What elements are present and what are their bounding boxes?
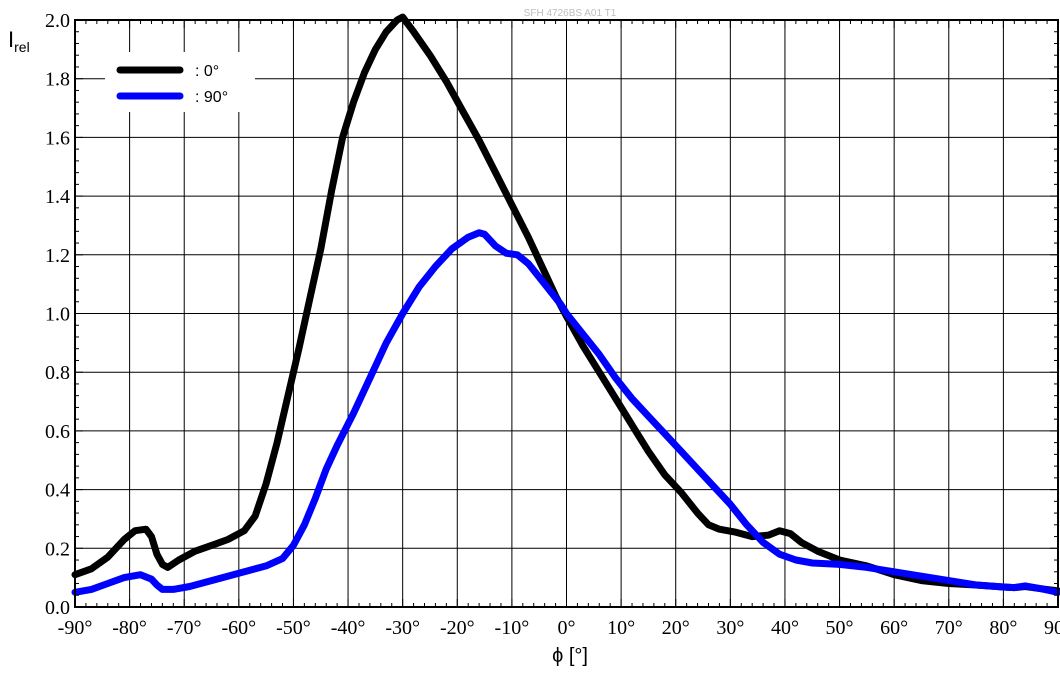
x-tick-label: -50°	[276, 617, 311, 639]
y-axis-title-sub: rel	[14, 39, 30, 55]
x-tick-label: 30°	[716, 617, 744, 639]
y-tick-label: 0.4	[45, 480, 70, 502]
legend-label: : 0°	[195, 63, 219, 80]
x-tick-label: -90°	[58, 617, 93, 639]
ticks	[74, 19, 1059, 608]
x-tick-label: -40°	[331, 617, 366, 639]
legend: : 0° : 90°	[105, 52, 255, 112]
y-tick-label: 1.0	[45, 304, 70, 326]
y-tick-label: 2.0	[45, 10, 70, 32]
legend-label: : 90°	[195, 89, 228, 106]
series-layer	[71, 13, 1060, 596]
y-tick-label: 0.0	[45, 597, 70, 619]
series-line-90deg	[71, 229, 1060, 596]
x-tick-label: -30°	[385, 617, 420, 639]
y-tick-label: 0.8	[45, 362, 70, 384]
x-tick-label: -20°	[440, 617, 475, 639]
chart-title: SFH 4726BS A01 T1	[524, 8, 617, 19]
y-tick-label: 1.6	[45, 127, 70, 149]
x-tick-label: 20°	[662, 617, 690, 639]
y-tick-label: 1.8	[45, 69, 70, 91]
y-axis-title-main: I	[8, 27, 14, 52]
tick-labels: -90° -80° -70° -60° -50° -40° -30° -20° -10° 0° 10…	[45, 10, 1060, 639]
x-tick-label: 90°	[1044, 617, 1060, 639]
x-tick-label: 40°	[771, 617, 799, 639]
x-tick-label: 50°	[826, 617, 854, 639]
x-tick-label: -70°	[167, 617, 202, 639]
series-line-0deg	[71, 13, 1060, 595]
x-axis-title: ϕ [°]	[552, 645, 588, 667]
y-tick-label: 0.2	[45, 538, 70, 560]
x-tick-label: 0°	[558, 617, 576, 639]
x-tick-label: 80°	[989, 617, 1017, 639]
x-tick-label: 60°	[880, 617, 908, 639]
y-axis-title: Irel	[8, 27, 30, 55]
x-tick-label: 70°	[935, 617, 963, 639]
x-tick-label: -10°	[495, 617, 530, 639]
y-tick-label: 1.2	[45, 245, 70, 267]
x-tick-label: -80°	[112, 617, 147, 639]
x-tick-label: -60°	[221, 617, 256, 639]
x-tick-label: 10°	[607, 617, 635, 639]
y-tick-label: 0.6	[45, 421, 70, 443]
y-tick-label: 1.4	[45, 186, 70, 208]
legend-box	[105, 52, 255, 112]
